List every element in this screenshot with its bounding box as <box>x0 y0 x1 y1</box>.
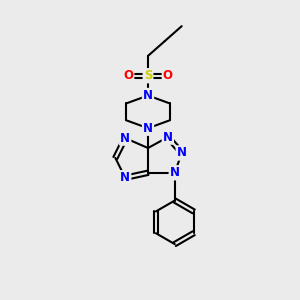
Text: S: S <box>144 69 152 82</box>
Text: N: N <box>177 146 187 160</box>
Text: N: N <box>163 130 173 144</box>
Text: N: N <box>170 166 180 179</box>
Text: O: O <box>123 69 133 82</box>
Text: N: N <box>143 89 153 102</box>
Text: N: N <box>120 132 130 145</box>
Text: N: N <box>143 122 153 135</box>
Text: N: N <box>120 171 130 184</box>
Text: O: O <box>163 69 173 82</box>
